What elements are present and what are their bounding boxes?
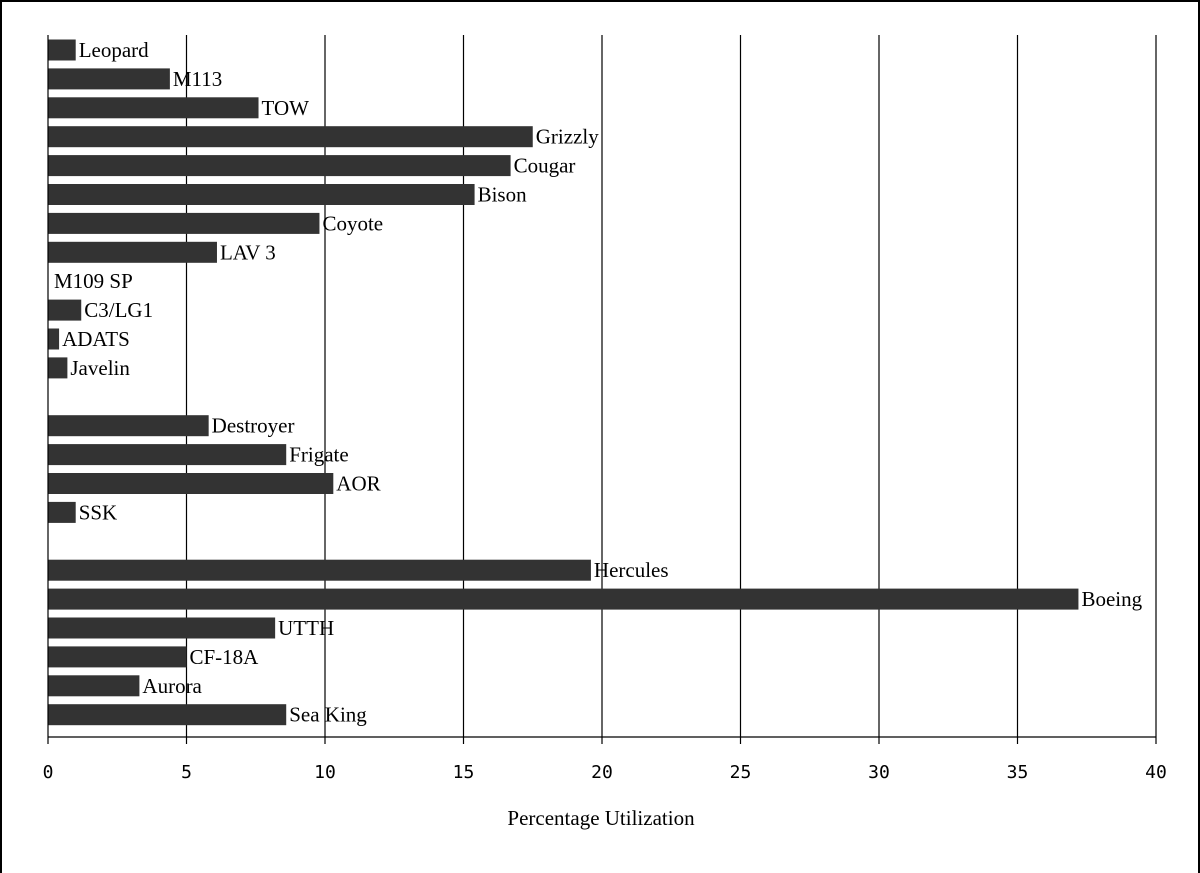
x-tick-label: 25 <box>730 762 752 783</box>
x-tick-label: 0 <box>43 762 54 783</box>
category-label: Leopard <box>79 38 149 62</box>
category-label: Coyote <box>322 211 383 235</box>
bar <box>48 588 1079 610</box>
category-label: Grizzly <box>536 125 599 149</box>
bar <box>48 559 591 581</box>
category-label: Bison <box>478 183 528 207</box>
category-label: AOR <box>336 472 380 496</box>
bar <box>48 97 259 119</box>
category-label: Sea King <box>289 703 367 727</box>
category-label: C3/LG1 <box>84 298 153 322</box>
bar <box>48 646 187 668</box>
bar <box>48 212 320 234</box>
bar <box>48 328 60 350</box>
bar <box>48 39 76 61</box>
x-axis-title: Percentage Utilization <box>507 806 695 830</box>
bar <box>48 357 68 379</box>
gridlines <box>185 35 1157 737</box>
category-label: Destroyer <box>212 414 295 438</box>
x-tick-label: 35 <box>1007 762 1029 783</box>
bar <box>48 501 76 523</box>
bar <box>48 155 511 177</box>
x-tick-label: 40 <box>1145 762 1167 783</box>
category-label: ADATS <box>62 327 130 351</box>
category-label: Boeing <box>1081 587 1142 611</box>
bar <box>48 299 82 321</box>
x-tick-label: 30 <box>868 762 890 783</box>
bar <box>48 415 209 437</box>
category-label: CF-18A <box>190 645 260 669</box>
category-label: UTTH <box>278 616 334 640</box>
category-label: M109 SP <box>54 269 133 293</box>
category-label: Cougar <box>514 154 576 178</box>
bar <box>48 241 217 263</box>
category-label: SSK <box>79 500 118 524</box>
bars <box>48 39 1079 726</box>
bar <box>48 704 287 726</box>
bar <box>48 68 170 90</box>
bar <box>48 184 475 205</box>
x-tick-label: 5 <box>181 762 192 783</box>
bar <box>48 675 140 697</box>
category-label: Hercules <box>594 558 669 582</box>
category-label: TOW <box>262 96 310 120</box>
x-tick-label: 20 <box>591 762 613 783</box>
bar <box>48 126 533 148</box>
category-label: Frigate <box>289 443 348 467</box>
category-labels: Leopard M113 TOW Grizzly Cougar Bison Coyote LA… <box>54 38 1143 727</box>
x-tick-label: 15 <box>453 762 475 783</box>
bar <box>48 617 276 639</box>
category-label: M113 <box>173 67 222 91</box>
x-tick-label: 10 <box>314 762 336 783</box>
category-label: LAV 3 <box>220 240 276 264</box>
bar <box>48 473 334 494</box>
category-label: Javelin <box>70 356 130 380</box>
x-axis: 0 5 10 15 20 25 30 35 40 <box>43 35 1167 783</box>
category-label: Aurora <box>142 674 202 698</box>
bar <box>48 444 287 466</box>
